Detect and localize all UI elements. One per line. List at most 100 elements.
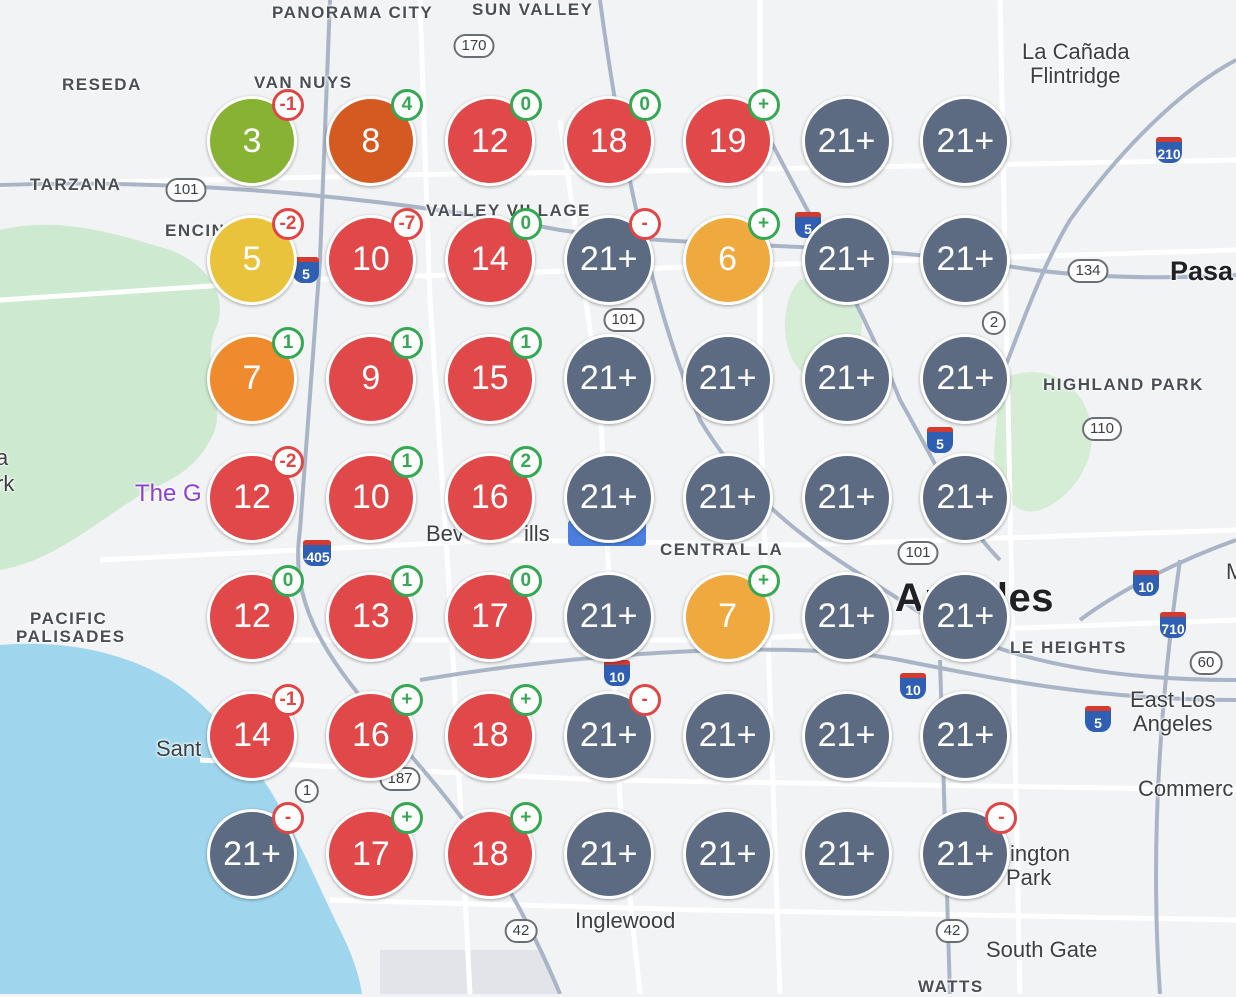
cluster-count: 6 <box>718 240 738 279</box>
cluster-marker[interactable]: 21+ <box>801 96 892 186</box>
cluster-count: 18 <box>470 716 509 754</box>
cluster-marker[interactable]: 21+ <box>207 809 297 900</box>
cluster-count: 21+ <box>698 834 757 873</box>
cluster-count: 18 <box>589 121 628 160</box>
state-route-shield: 1 <box>294 779 320 803</box>
cluster-marker[interactable]: 21+ <box>920 333 1011 424</box>
cluster-change-badge: + <box>747 564 780 597</box>
cluster-change-badge: - <box>628 683 661 716</box>
cluster-marker[interactable]: 18 <box>444 690 535 781</box>
cluster-marker[interactable]: 21+ <box>920 571 1011 662</box>
cluster-marker[interactable]: 21+ <box>920 452 1011 543</box>
cluster-marker[interactable]: 21+ <box>682 452 773 543</box>
place-label: WATTS <box>918 977 984 996</box>
interstate-shield: 5 <box>293 257 319 283</box>
cluster-count: 5 <box>242 240 262 279</box>
cluster-count: 13 <box>351 597 390 636</box>
place-label: ENCIN <box>165 221 226 240</box>
cluster-marker[interactable]: 21+ <box>563 452 654 543</box>
cluster-marker[interactable]: 21+ <box>563 214 654 305</box>
cluster-marker[interactable]: 21+ <box>920 96 1011 186</box>
place-label: La Cañada <box>1022 39 1130 64</box>
cluster-count: 21+ <box>817 834 876 873</box>
place-label: Commerc <box>1138 776 1234 801</box>
cluster-count: 21+ <box>936 597 995 636</box>
cluster-marker[interactable]: 21+ <box>920 690 1011 781</box>
interstate-shield: 10 <box>1133 570 1159 596</box>
cluster-marker[interactable]: 21+ <box>682 690 773 781</box>
cluster-change-badge: -1 <box>272 89 304 121</box>
cluster-marker[interactable]: 14 <box>444 214 535 305</box>
interstate-shield: 710 <box>1160 612 1186 638</box>
cluster-count: 21+ <box>936 716 995 754</box>
place-label: Flintridge <box>1030 63 1121 88</box>
cluster-change-badge: 1 <box>272 326 304 359</box>
cluster-count: 15 <box>470 359 509 398</box>
cluster-marker[interactable]: 21+ <box>682 333 773 424</box>
cluster-count: 21+ <box>936 834 995 873</box>
cluster-marker[interactable]: 19 <box>682 96 773 186</box>
cluster-count: 10 <box>351 240 390 279</box>
cluster-count: 21+ <box>579 478 638 517</box>
cluster-change-badge: 0 <box>509 207 542 240</box>
cluster-marker[interactable]: 12 <box>207 452 297 543</box>
cluster-change-badge: - <box>272 802 304 835</box>
cluster-count: 16 <box>470 478 509 517</box>
cluster-change-badge: 4 <box>390 89 423 121</box>
state-route-shield: 101 <box>165 178 207 202</box>
place-label: The G <box>135 480 202 507</box>
cluster-count: 21+ <box>579 597 638 636</box>
cluster-marker[interactable]: 21+ <box>801 690 892 781</box>
cluster-change-badge: 0 <box>628 89 661 121</box>
place-label: ington <box>1010 841 1070 866</box>
cluster-count: 21+ <box>817 478 876 517</box>
place-label: Sant <box>156 736 202 761</box>
cluster-marker[interactable]: 21+ <box>563 809 654 900</box>
cluster-count: 21+ <box>817 121 876 160</box>
cluster-change-badge: 0 <box>509 564 542 597</box>
cluster-change-badge: -2 <box>272 207 304 240</box>
interstate-shield: 405 <box>305 540 331 566</box>
state-route-shield: 101 <box>603 308 645 332</box>
place-label: RESEDA <box>62 75 142 94</box>
cluster-marker[interactable]: 21+ <box>563 333 654 424</box>
cluster-marker[interactable]: 21+ <box>801 452 892 543</box>
cluster-change-badge: - <box>985 802 1018 835</box>
cluster-count: 12 <box>233 597 271 636</box>
mountains-park <box>0 224 220 570</box>
cluster-marker[interactable]: 18 <box>444 809 535 900</box>
cluster-change-badge: -1 <box>272 683 304 716</box>
cluster-change-badge: + <box>509 802 542 835</box>
cluster-marker[interactable]: 21+ <box>801 333 892 424</box>
cluster-change-badge: 1 <box>390 445 423 478</box>
cluster-change-badge: + <box>509 683 542 716</box>
cluster-marker[interactable]: 21+ <box>801 214 892 305</box>
place-label: VAN NUYS <box>254 73 353 92</box>
cluster-marker[interactable]: 21+ <box>682 809 773 900</box>
cluster-count: 21+ <box>698 478 757 517</box>
cluster-marker[interactable]: 21+ <box>801 571 892 662</box>
cluster-marker[interactable]: 16 <box>325 690 416 781</box>
cluster-change-badge: 0 <box>509 89 542 121</box>
cluster-change-badge: + <box>390 802 423 835</box>
cluster-change-badge: 0 <box>272 564 304 597</box>
cluster-count: 21+ <box>579 716 638 754</box>
park-area <box>994 372 1092 512</box>
cluster-count: 7 <box>718 597 738 636</box>
cluster-change-badge: 1 <box>390 564 423 597</box>
cluster-count: 19 <box>708 121 747 160</box>
cluster-count: 8 <box>361 121 381 160</box>
cluster-marker[interactable]: 21+ <box>920 214 1011 305</box>
interstate-shield: 5 <box>927 427 953 453</box>
cluster-count: 21+ <box>936 478 995 517</box>
cluster-count: 21+ <box>223 834 281 873</box>
cluster-marker[interactable]: 17 <box>325 809 416 900</box>
cluster-marker[interactable]: 21+ <box>801 809 892 900</box>
interstate-shield: 10 <box>604 660 630 686</box>
place-label: Inglewood <box>575 908 676 933</box>
place-label: Pasa <box>1170 256 1234 286</box>
cluster-marker[interactable]: 21+ <box>563 571 654 662</box>
place-label: CENTRAL LA <box>660 540 784 559</box>
place-label: HIGHLAND PARK <box>1043 375 1204 394</box>
